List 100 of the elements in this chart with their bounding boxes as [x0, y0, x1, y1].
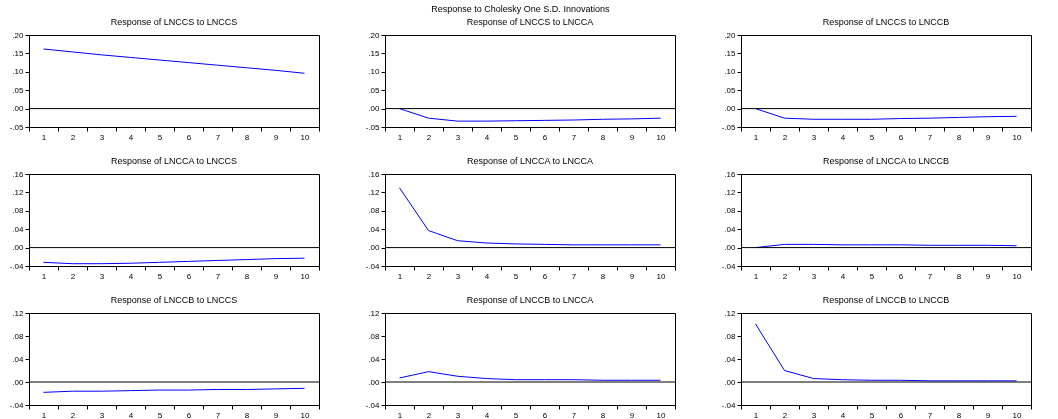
x-tick-label: 8	[956, 271, 962, 281]
y-tick-label: .00	[724, 104, 737, 114]
y-tick-label: .16	[368, 169, 381, 179]
chart-title: Response of LNCCA to LNCCS	[110, 156, 238, 166]
x-tick-label: 3	[99, 410, 105, 419]
x-tick-label: 5	[157, 132, 163, 142]
x-tick-label: 7	[215, 132, 221, 142]
x-tick-label: 9	[985, 271, 991, 281]
x-tick-label: 2	[782, 271, 788, 281]
x-tick-label: 6	[542, 271, 548, 281]
x-tick-label: 7	[927, 132, 933, 142]
x-tick-label: 2	[426, 271, 432, 281]
y-tick-label: -.04	[365, 400, 381, 410]
x-tick-label: 5	[157, 410, 163, 419]
x-tick-label: 2	[782, 410, 788, 419]
y-tick-label: .10	[368, 67, 381, 77]
x-tick-label: 3	[811, 271, 817, 281]
y-tick-label: .20	[724, 30, 737, 40]
y-tick-label: .00	[12, 243, 25, 253]
y-tick-label: .15	[368, 48, 381, 58]
x-tick-label: 6	[186, 132, 192, 142]
x-tick-label: 4	[840, 271, 846, 281]
x-tick-label: 3	[99, 132, 105, 142]
y-tick-label: -.04	[365, 261, 381, 271]
x-tick-label: 10	[1012, 271, 1022, 281]
x-tick-label: 1	[41, 132, 47, 142]
x-tick-label: 7	[571, 410, 577, 419]
x-tick-label: 6	[898, 271, 904, 281]
x-tick-label: 4	[128, 410, 134, 419]
x-tick-label: 1	[753, 132, 759, 142]
x-tick-label: 2	[70, 132, 76, 142]
x-tick-label: 1	[397, 410, 403, 419]
x-tick-label: 8	[600, 271, 606, 281]
y-tick-label: .12	[724, 308, 737, 318]
x-tick-label: 9	[629, 271, 635, 281]
y-tick-label: .00	[368, 377, 381, 387]
y-tick-label: .04	[368, 224, 381, 234]
y-tick-label: .00	[724, 377, 737, 387]
y-tick-label: .00	[724, 243, 737, 253]
y-tick-label: -.05	[721, 122, 737, 132]
x-tick-label: 5	[157, 271, 163, 281]
chart-title: Response of LNCCS to LNCCA	[466, 17, 594, 27]
x-tick-label: 7	[927, 410, 933, 419]
x-tick-label: 9	[273, 271, 279, 281]
chart-title: Response of LNCCB to LNCCB	[822, 295, 950, 305]
chart-title: Response of LNCCS to LNCCB	[822, 17, 950, 27]
y-tick-label: -.04	[9, 261, 25, 271]
x-tick-label: 10	[300, 132, 310, 142]
y-tick-label: .08	[12, 206, 25, 216]
x-tick-label: 7	[215, 271, 221, 281]
x-tick-label: 3	[455, 410, 461, 419]
y-tick-label: .04	[12, 354, 25, 364]
y-tick-label: .20	[12, 30, 25, 40]
x-tick-label: 2	[426, 132, 432, 142]
y-tick-label: .16	[724, 169, 737, 179]
x-tick-label: 8	[956, 410, 962, 419]
x-tick-label: 7	[215, 410, 221, 419]
x-tick-label: 3	[811, 132, 817, 142]
x-tick-label: 2	[70, 410, 76, 419]
x-tick-label: 8	[244, 271, 250, 281]
y-tick-label: .10	[12, 67, 25, 77]
y-tick-label: .16	[12, 169, 25, 179]
y-tick-label: .15	[724, 48, 737, 58]
x-tick-label: 5	[869, 410, 875, 419]
x-tick-label: 3	[455, 132, 461, 142]
x-tick-label: 3	[811, 410, 817, 419]
y-tick-label: -.04	[721, 400, 737, 410]
chart-title: Response of LNCCA to LNCCA	[466, 156, 594, 166]
y-tick-label: .00	[12, 104, 25, 114]
x-tick-label: 8	[956, 132, 962, 142]
x-tick-label: 8	[244, 410, 250, 419]
x-tick-label: 2	[782, 132, 788, 142]
x-tick-label: 3	[455, 271, 461, 281]
text: Response to Cholesky One S.D. Innovations	[431, 3, 610, 14]
x-tick-label: 7	[927, 271, 933, 281]
x-tick-label: 2	[426, 410, 432, 419]
y-tick-label: .12	[368, 308, 381, 318]
x-tick-label: 4	[840, 410, 846, 419]
x-tick-label: 6	[898, 410, 904, 419]
x-tick-label: 4	[128, 271, 134, 281]
x-tick-label: 10	[656, 132, 666, 142]
y-tick-label: .12	[12, 187, 25, 197]
y-tick-label: -.05	[9, 122, 25, 132]
x-tick-label: 8	[600, 132, 606, 142]
x-tick-label: 6	[542, 410, 548, 419]
x-tick-label: 9	[985, 132, 991, 142]
x-tick-label: 9	[273, 410, 279, 419]
x-tick-label: 1	[753, 271, 759, 281]
x-tick-label: 8	[600, 410, 606, 419]
y-tick-label: .00	[368, 243, 381, 253]
chart-title: Response of LNCCB to LNCCS	[110, 295, 238, 305]
y-tick-label: .08	[12, 331, 25, 341]
y-tick-label: .15	[12, 48, 25, 58]
y-tick-label: .12	[368, 187, 381, 197]
x-tick-label: 4	[484, 132, 490, 142]
y-tick-label: .05	[12, 85, 25, 95]
y-tick-label: .08	[368, 206, 381, 216]
y-tick-label: -.05	[365, 122, 381, 132]
chart-title: Response of LNCCA to LNCCB	[822, 156, 950, 166]
x-tick-label: 1	[41, 271, 47, 281]
